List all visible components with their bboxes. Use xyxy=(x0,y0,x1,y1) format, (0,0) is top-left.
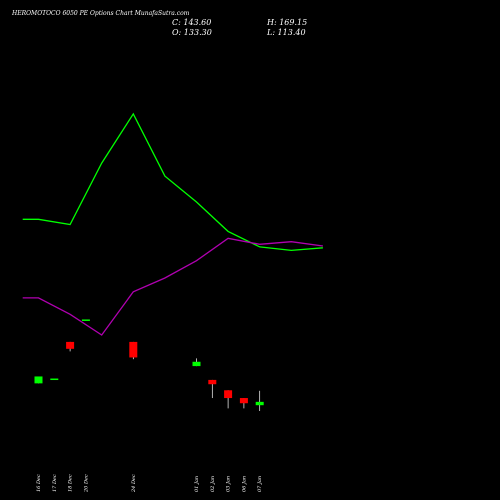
candle xyxy=(34,376,43,384)
candle-body xyxy=(129,341,138,358)
x-tick-label: 17 Dec xyxy=(52,474,58,492)
x-axis-ticks: 16 Dec 17 Dec 18 Dec 20 Dec 24 Dec 01 Jan 02 J… xyxy=(36,474,263,493)
candle-body xyxy=(239,398,248,404)
x-tick-label: 16 Dec xyxy=(36,474,42,492)
high-value: H: 169.15 xyxy=(266,18,307,27)
candle xyxy=(81,319,90,321)
candle-body xyxy=(81,319,90,321)
open-value: O: 133.30 xyxy=(172,28,212,37)
candle xyxy=(129,341,138,360)
candle-body xyxy=(66,341,75,349)
candle xyxy=(50,378,59,381)
indicator-line-2 xyxy=(22,237,323,336)
x-tick-label: 20 Dec xyxy=(83,474,89,493)
indicator-lines xyxy=(22,112,323,336)
candle xyxy=(239,398,248,409)
indicator-line-1 xyxy=(22,112,323,252)
x-tick-label: 03 Jan xyxy=(226,476,232,492)
candlesticks xyxy=(34,319,264,411)
candle xyxy=(255,390,264,411)
candle-body xyxy=(224,390,233,399)
candle-body xyxy=(208,379,217,385)
x-tick-label: 02 Jan xyxy=(210,476,216,492)
x-tick-label: 01 Jan xyxy=(194,476,200,492)
x-tick-label: 18 Dec xyxy=(68,474,74,492)
candle-body xyxy=(50,378,59,381)
candle xyxy=(66,341,75,352)
candle xyxy=(208,379,217,399)
x-tick-label: 06 Jan xyxy=(241,476,247,492)
chart-title: HEROMOTOCO 6050 PE Options Chart MunafaS… xyxy=(11,10,190,17)
candle-body xyxy=(255,401,264,406)
close-value: C: 143.60 xyxy=(172,18,211,27)
candle xyxy=(224,390,233,409)
candle xyxy=(192,358,201,367)
x-tick-label: 07 Jan xyxy=(257,476,263,492)
low-value: L: 113.40 xyxy=(266,28,306,37)
x-tick-label: 24 Dec xyxy=(131,474,137,493)
candle-body xyxy=(34,376,43,384)
candle-body xyxy=(192,361,201,367)
